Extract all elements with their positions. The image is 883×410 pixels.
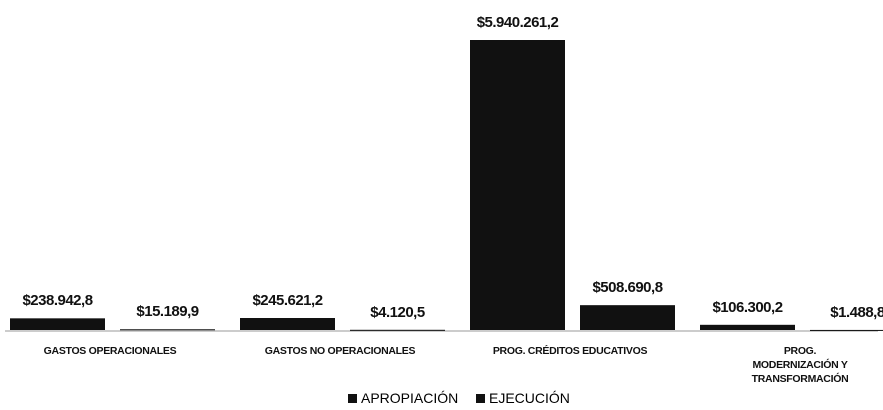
legend-swatch: [348, 393, 357, 403]
legend-item: EJECUCIÓN: [476, 390, 570, 406]
value-label: $508.690,8: [592, 279, 663, 297]
value-label: $245.621,2: [252, 292, 323, 309]
legend-swatch: [476, 393, 485, 403]
legend-item: APROPIACIÓN: [348, 390, 458, 406]
bar: [700, 324, 795, 330]
x-tick-label: GASTOS OPERACIONALES: [43, 345, 177, 357]
x-tick-label: PROG. MODERNIZACIÓN Y TRANSFORMACIÓN: [751, 345, 849, 385]
value-label: $15.189,9: [136, 303, 199, 321]
bar: [240, 318, 335, 330]
bar: [120, 329, 215, 331]
bar: [810, 329, 883, 331]
value-label: $238.942,8: [22, 292, 93, 310]
value-label: $4.120,5: [370, 303, 425, 321]
legend-label: EJECUCIÓN: [489, 390, 570, 406]
legend-label: APROPIACIÓN: [361, 390, 459, 406]
value-label: $106.300,2: [712, 298, 783, 316]
bar: [350, 329, 445, 331]
value-label: $5.940.261,2: [476, 14, 559, 31]
bar: [10, 318, 105, 330]
value-label: $1.488,8: [830, 303, 883, 321]
bar: [580, 305, 675, 330]
x-tick-label: GASTOS NO OPERACIONALES: [264, 345, 416, 357]
bar: [470, 40, 565, 330]
x-tick-label: PROG. CRÉDITOS EDUCATIVOS: [492, 345, 648, 357]
